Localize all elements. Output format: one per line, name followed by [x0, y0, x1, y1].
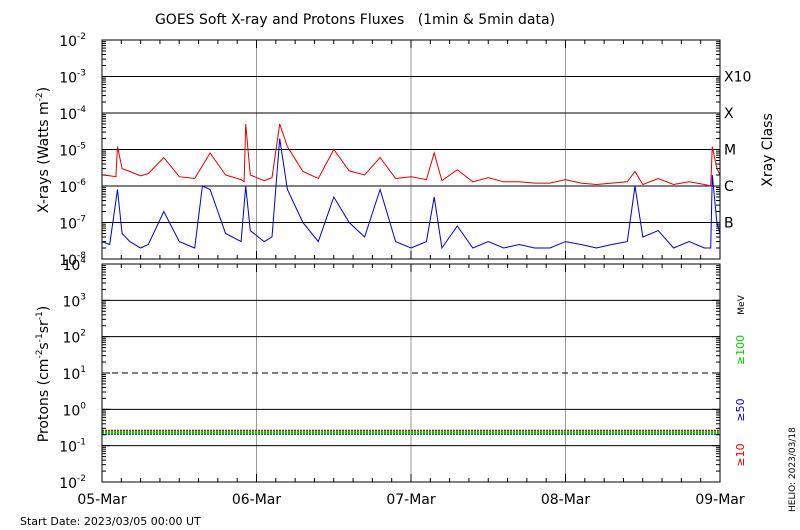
- protons-panel: 104 103 102 101 100 10-1 10-2 MeV ≥10 ≥50 ≥100 Pr…: [35, 256, 747, 492]
- x-tick-label: 05-Mar: [77, 492, 127, 508]
- credit-date: HELIO: 2023/03/18: [788, 427, 798, 512]
- xray-y-axis-label: X-rays (Watts m-2): [35, 87, 52, 213]
- energy-label: ≥100: [734, 335, 747, 365]
- xray-series-line: [101, 123, 721, 187]
- y-tick-label: 100: [62, 401, 86, 419]
- xray-panel: 10-2 10-3 10-4 10-5 10-6 10-7 10-8 X10 X M C B X-r…: [35, 32, 776, 269]
- y-tick-label: 10-6: [59, 178, 86, 196]
- proton-y-tick-labels: 104 103 102 101 100 10-1 10-2: [59, 256, 86, 492]
- xray-ylabel-exp: -2: [35, 92, 45, 101]
- xray-y-tick-labels: 10-2 10-3 10-4 10-5 10-6 10-7 10-8: [59, 32, 86, 269]
- proton-ylabel-mid1: s: [36, 342, 52, 349]
- proton-energy-legend: MeV ≥10 ≥50 ≥100: [734, 294, 747, 466]
- xray-class-label: X: [724, 106, 734, 122]
- y-tick-label: 104: [62, 256, 86, 274]
- x-tick-label: 06-Mar: [232, 492, 282, 508]
- proton-ylabel-exp3: -1: [35, 311, 45, 320]
- proton-ticks: [102, 263, 720, 483]
- y-tick-label: 102: [62, 329, 86, 347]
- y-tick-label: 10-2: [59, 32, 86, 50]
- xray-class-label: M: [724, 143, 736, 159]
- x-tick-label: 07-Mar: [386, 492, 436, 508]
- y-tick-label: 10-8: [59, 251, 86, 269]
- xray-series-line: [101, 138, 721, 250]
- xray-grid: [102, 40, 720, 259]
- y-tick-label: 103: [62, 292, 86, 310]
- proton-ylabel-mid2: sr: [36, 320, 52, 333]
- xray-ticks: [102, 39, 720, 260]
- proton-series: [102, 429, 720, 435]
- xray-ylabel-base: X-rays (Watts m: [36, 101, 52, 213]
- xray-series: [101, 123, 721, 250]
- xray-class-label: B: [724, 216, 734, 232]
- y-tick-label: 10-2: [59, 474, 86, 492]
- figure-title: GOES Soft X-ray and Protons Fluxes (1min…: [155, 12, 555, 28]
- y-tick-label: 10-3: [59, 69, 86, 87]
- energy-unit: MeV: [737, 294, 747, 314]
- proton-frame: [101, 263, 721, 483]
- energy-label: ≥50: [734, 398, 747, 421]
- y-tick-label: 101: [62, 365, 86, 383]
- x-tick-label: 08-Mar: [541, 492, 591, 508]
- y-tick-label: 10-4: [59, 105, 86, 123]
- xray-class-axis-title: Xray Class: [760, 113, 776, 187]
- xray-class-label: C: [724, 179, 734, 195]
- xray-ylabel-end: ): [36, 87, 52, 92]
- xray-frame: [101, 39, 721, 260]
- proton-y-axis-label: Protons (cm-2s-1sr-1): [35, 306, 52, 442]
- proton-ylabel-exp1: -2: [35, 350, 45, 359]
- xray-class-labels: X10 X M C B: [724, 70, 751, 232]
- x-tick-labels: 05-Mar 06-Mar 07-Mar 08-Mar 09-Mar: [77, 492, 745, 508]
- energy-label: ≥10: [734, 443, 747, 466]
- y-tick-label: 10-7: [59, 215, 86, 233]
- y-tick-label: 10-1: [59, 438, 86, 456]
- start-date: Start Date: 2023/03/05 00:00 UT: [20, 515, 201, 528]
- proton-ylabel-end: ): [36, 306, 52, 311]
- x-tick-label: 09-Mar: [695, 492, 745, 508]
- proton-ylabel-base: Protons (cm: [36, 359, 52, 443]
- proton-grid: [102, 264, 720, 482]
- xray-class-label: X10: [724, 70, 751, 86]
- y-tick-label: 10-5: [59, 142, 86, 160]
- proton-ylabel-exp2: -1: [35, 333, 45, 342]
